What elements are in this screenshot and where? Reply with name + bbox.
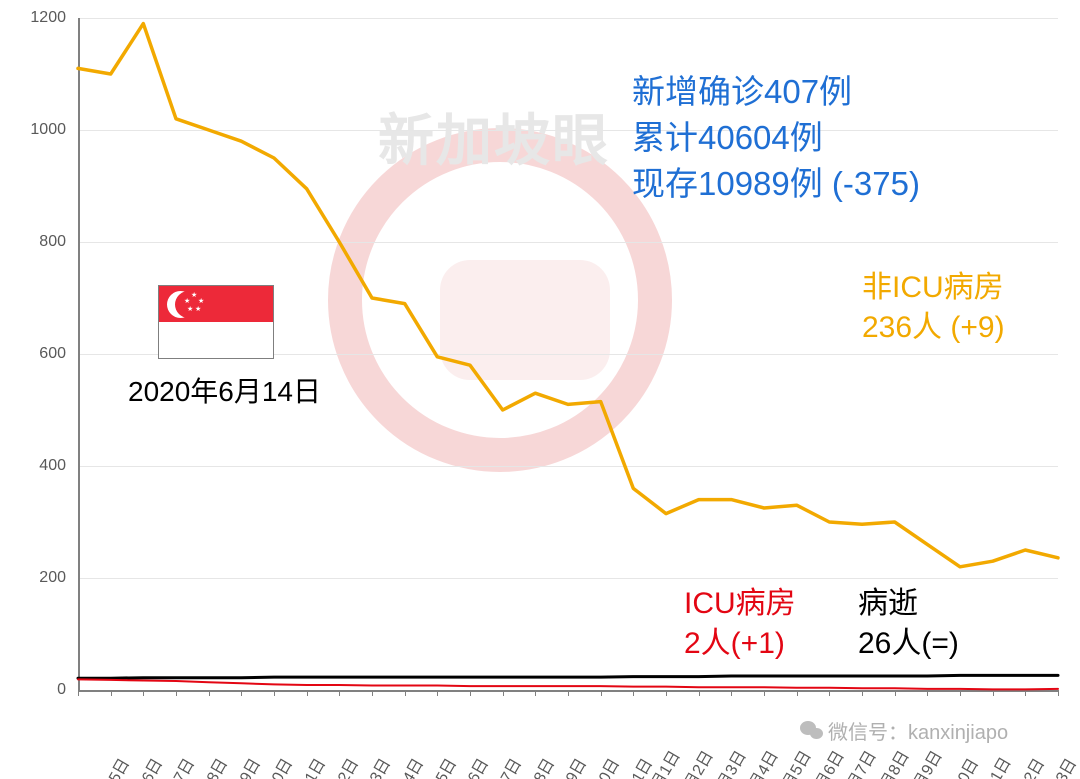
y-tick-label: 800	[16, 233, 66, 251]
y-tick-label: 600	[16, 345, 66, 363]
y-tick-label: 1000	[16, 121, 66, 139]
y-tick-label: 0	[16, 681, 66, 699]
x-axis-line	[78, 690, 1058, 692]
flag-star: ★	[187, 306, 193, 313]
y-tick-label: 400	[16, 457, 66, 475]
wechat-icon	[800, 720, 824, 742]
flag-bottom-stripe	[159, 322, 273, 358]
icu-label: ICU病房 2人(+1)	[684, 584, 796, 664]
deaths-label: 病逝 26人(=)	[858, 584, 959, 664]
flag-star: ★	[184, 298, 190, 305]
flag-star: ★	[198, 298, 204, 305]
wechat-credit-text: 微信号：kanxinjiapo	[828, 716, 1008, 745]
flag-star: ★	[191, 292, 197, 299]
date-label: 2020年6月14日	[128, 370, 321, 410]
summary-text: 新增确诊407例 累计40604例 现存10989例 (-375)	[632, 69, 920, 207]
x-tick-label: 5月15日	[84, 753, 134, 779]
flag-star: ★	[195, 306, 201, 313]
series-icu	[78, 679, 1058, 689]
series-deaths	[78, 675, 1058, 678]
non-icu-label: 非ICU病房 236人 (+9)	[862, 268, 1005, 348]
y-tick-label: 1200	[16, 9, 66, 27]
x-tick	[1058, 690, 1059, 696]
y-tick-label: 200	[16, 569, 66, 587]
covid-line-chart: 新加坡眼 0200400600800100012005月15日5月16日5月17…	[0, 0, 1080, 779]
singapore-flag: ★ ★ ★ ★ ★	[158, 285, 274, 359]
wechat-credit: 微信号：kanxinjiapo	[800, 716, 1008, 745]
